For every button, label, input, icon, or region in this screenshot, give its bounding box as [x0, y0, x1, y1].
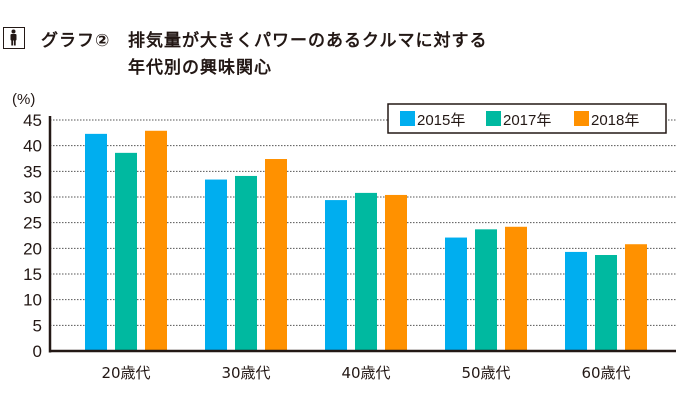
bar — [145, 130, 167, 351]
x-tick-label: 30歳代 — [221, 364, 270, 382]
y-tick-label: 0 — [33, 342, 42, 361]
bar — [505, 226, 527, 351]
y-tick-label: 35 — [23, 162, 42, 181]
bar — [355, 192, 377, 351]
y-tick-label: 40 — [23, 137, 42, 156]
y-tick-label: 20 — [23, 239, 42, 258]
y-tick-label: 5 — [33, 316, 42, 335]
chart-number-label: グラフ② — [41, 31, 111, 51]
person-icon — [3, 27, 25, 49]
chart-title-line2: 年代別の興味関心 — [128, 58, 272, 78]
legend-swatch — [574, 111, 589, 126]
bar — [235, 175, 257, 351]
legend-box — [387, 103, 667, 134]
y-axis-unit-label: (%) — [12, 91, 35, 108]
y-tick-label: 15 — [23, 265, 42, 284]
x-tick-label: 20歳代 — [101, 364, 150, 382]
legend-label: 2017年 — [503, 112, 551, 129]
x-tick-label: 50歳代 — [461, 364, 510, 382]
legend-label: 2018年 — [591, 112, 639, 129]
bar — [475, 229, 497, 351]
bar — [115, 152, 137, 351]
bar — [265, 159, 287, 351]
y-tick-label: 10 — [23, 291, 42, 310]
x-tick-label: 60歳代 — [581, 364, 630, 382]
legend-swatch — [486, 111, 501, 126]
y-tick-label: 30 — [23, 188, 42, 207]
bar — [385, 194, 407, 351]
legend-label: 2015年 — [417, 112, 465, 129]
bar — [445, 237, 467, 351]
bar — [85, 133, 107, 351]
y-tick-label: 25 — [23, 214, 42, 233]
bar — [325, 200, 347, 351]
bar — [565, 251, 587, 351]
bar — [205, 179, 227, 351]
y-tick-label: 45 — [23, 111, 42, 130]
bar — [595, 255, 617, 351]
x-tick-label: 40歳代 — [341, 364, 390, 382]
legend-swatch — [400, 111, 415, 126]
bar — [625, 244, 647, 351]
chart-title-line1: 排気量が大きくパワーのあるクルマに対する — [128, 31, 488, 51]
